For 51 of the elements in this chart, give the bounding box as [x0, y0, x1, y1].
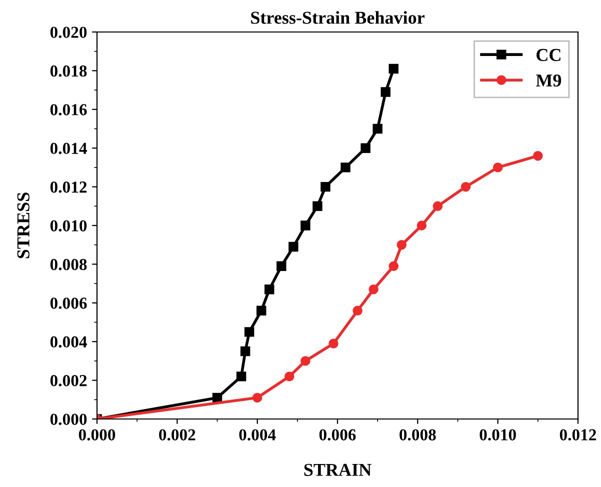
x-tick-label: 0.006	[319, 429, 356, 441]
y-tick-label: 0.008	[50, 258, 87, 270]
point	[236, 372, 246, 382]
point	[320, 182, 330, 192]
point	[300, 356, 310, 366]
point	[288, 242, 298, 252]
point	[432, 201, 443, 212]
point	[368, 284, 378, 294]
x-tick-label: 0.012	[560, 429, 596, 441]
point	[388, 261, 398, 271]
point	[533, 150, 543, 161]
point	[372, 124, 382, 134]
x-axis-title: STRAIN	[304, 464, 372, 476]
point	[256, 306, 266, 316]
legend-label: M9	[536, 74, 562, 87]
point	[244, 327, 254, 337]
point	[396, 240, 406, 250]
x-tick-label: 0.010	[480, 429, 516, 441]
point	[300, 220, 310, 230]
point	[388, 64, 398, 74]
y-tick-label: 0.010	[50, 220, 87, 232]
y-tick-label: 0.012	[50, 182, 87, 193]
y-tick-label: 0.016	[50, 104, 87, 116]
y-tick-label: 0.018	[50, 65, 87, 77]
point	[240, 346, 250, 356]
y-tick-label: 0.014	[50, 142, 87, 154]
point	[460, 182, 471, 192]
point	[492, 162, 503, 172]
x-tick-label: 0.004	[239, 429, 276, 441]
point	[416, 220, 427, 230]
y-tick-label: 0.020	[50, 26, 87, 38]
point	[352, 306, 362, 316]
point	[360, 143, 370, 153]
point	[340, 162, 350, 172]
point	[328, 338, 338, 348]
y-axis-title: STRESS	[17, 192, 30, 258]
y-tick-label: 0.002	[50, 375, 87, 386]
x-tick-label: 0.008	[400, 429, 436, 441]
point	[284, 372, 294, 382]
point	[380, 87, 390, 97]
y-tick-label: 0.004	[50, 336, 87, 348]
point	[252, 392, 262, 403]
legend-label: CC	[536, 48, 560, 62]
chart-title: Stress-Strain Behavior	[251, 11, 424, 24]
x-tick-label: 0.000	[78, 429, 116, 441]
y-tick-label: 0.006	[50, 298, 87, 309]
point	[312, 201, 322, 212]
y-tick-label: 0.000	[50, 414, 87, 426]
x-tick-label: 0.002	[159, 429, 196, 441]
point	[276, 261, 286, 271]
point	[264, 284, 274, 294]
